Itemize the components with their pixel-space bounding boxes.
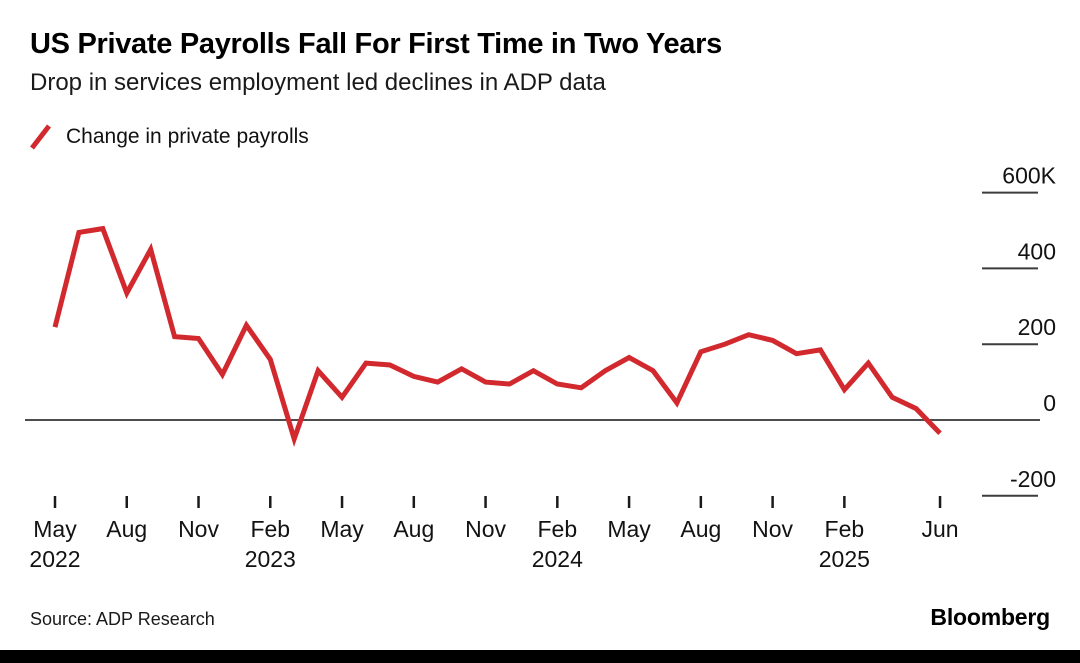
y-axis-label: -200 [1010,466,1056,492]
x-axis-month-label: May [33,516,77,542]
x-axis-month-label: Nov [752,516,793,542]
page-title: US Private Payrolls Fall For First Time … [30,28,722,60]
x-axis-year-label: 2025 [819,546,870,572]
page-subtitle: Drop in services employment led declines… [30,69,606,96]
x-axis-month-label: May [320,516,364,542]
x-axis-year-label: 2022 [29,546,80,572]
y-axis-label: 200 [1018,314,1056,340]
y-axis-label: 400 [1018,238,1056,264]
bottom-black-bar [0,650,1080,663]
x-axis-month-label: Nov [178,516,219,542]
x-axis-month-label: Nov [465,516,506,542]
x-axis-month-label: May [607,516,651,542]
header: US Private Payrolls Fall For First Time … [30,28,722,97]
x-axis-year-label: 2024 [532,546,583,572]
y-axis-label: 0 [1043,390,1056,416]
legend-label: Change in private payrolls [66,125,309,148]
source-note: Source: ADP Research [30,609,215,629]
x-axis-month-label: Feb [825,516,865,542]
x-axis-year-label: 2023 [245,546,296,572]
x-axis-month-label: Jun [921,516,958,542]
y-axis-label: 600K [1002,163,1056,189]
legend: Change in private payrolls [28,122,309,152]
x-axis-month-label: Aug [680,516,721,542]
x-axis-month-label: Aug [393,516,434,542]
x-axis-month-label: Feb [250,516,290,542]
payrolls-series-line [52,225,942,447]
x-axis-month-label: Feb [537,516,577,542]
bloomberg-logo: Bloomberg [930,604,1050,630]
x-axis-month-label: Aug [106,516,147,542]
red-slash-icon [30,124,51,150]
